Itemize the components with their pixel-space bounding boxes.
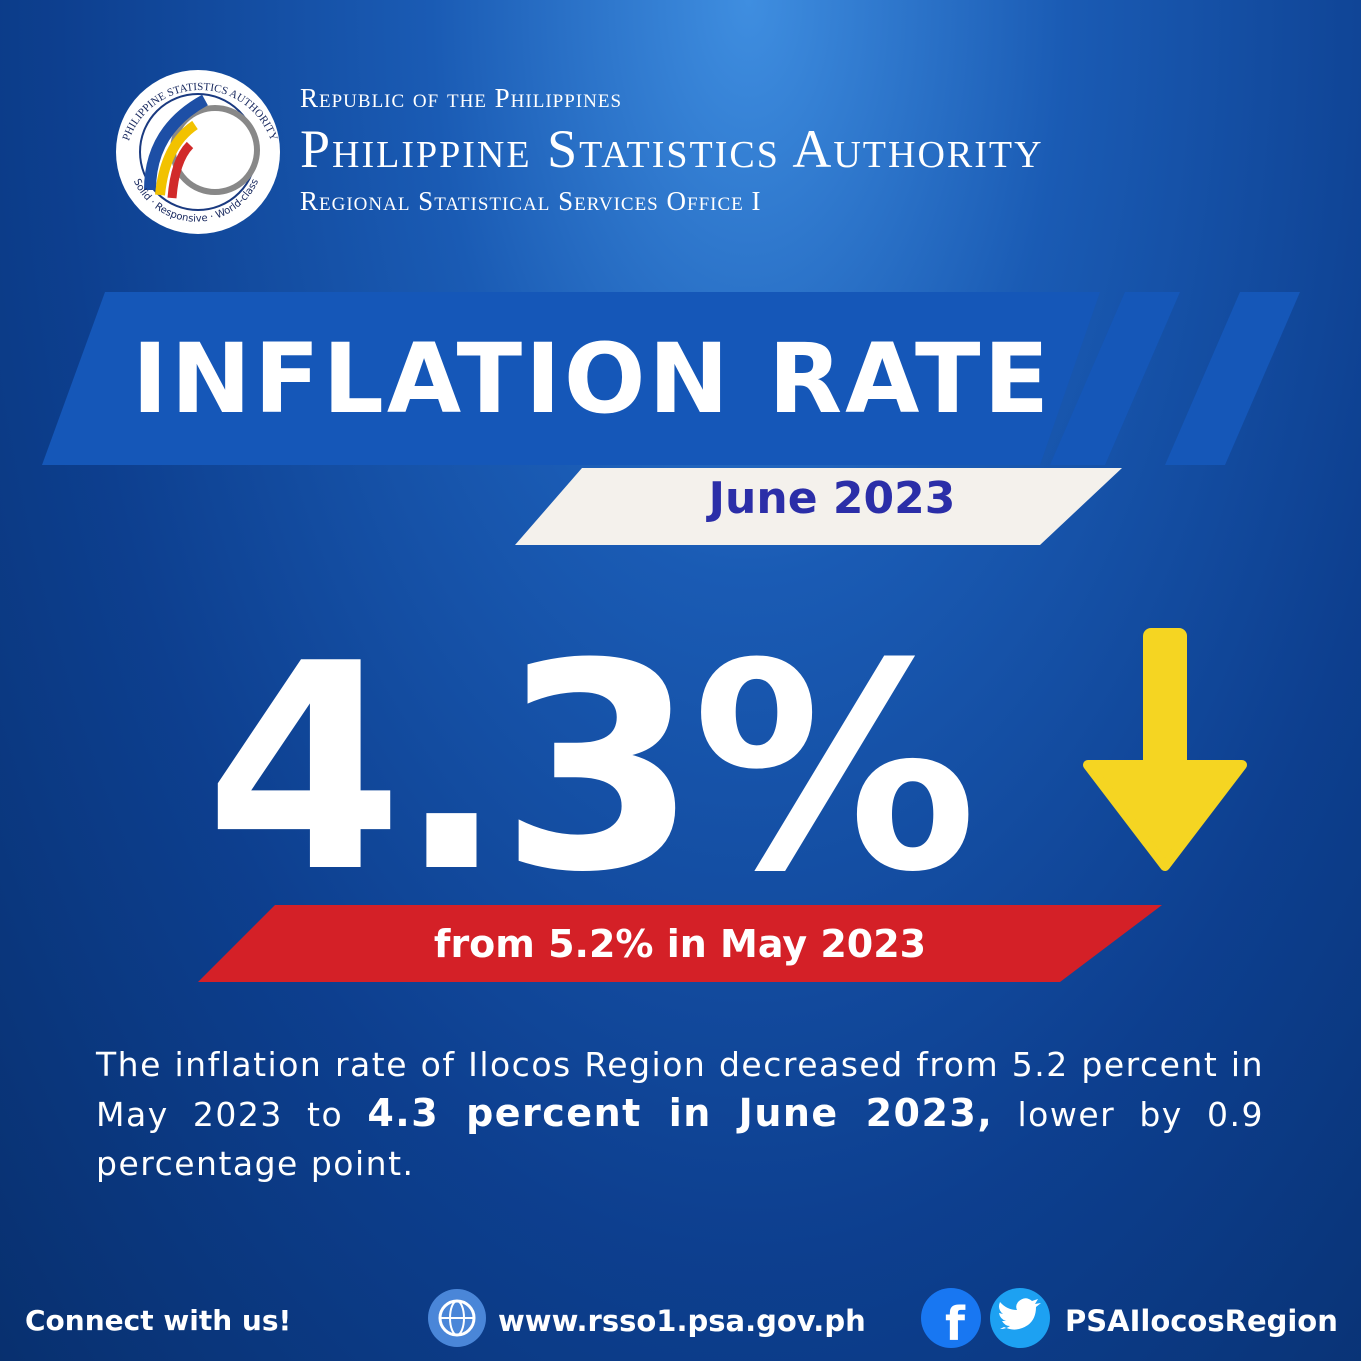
summary-highlight: 4.3 percent in June 2023, [367, 1091, 994, 1135]
logo: PHILIPPINE STATISTICS AUTHORITY Solid · … [116, 70, 280, 234]
period-banner [515, 468, 1122, 545]
social-handle[interactable]: PSAIlocosRegion [1065, 1304, 1338, 1338]
title-banner [42, 292, 1100, 465]
facebook-disc [921, 1288, 981, 1348]
website[interactable]: www.rsso1.psa.gov.ph [498, 1304, 866, 1338]
summary: The inflation rate of Ilocos Region decr… [96, 1040, 1264, 1188]
comparison-banner [198, 905, 1162, 982]
title: INFLATION RATE [132, 323, 1052, 435]
headline: 4.3% [205, 603, 972, 935]
logo-arrow [144, 94, 208, 191]
republic: Republic of the Philippines [300, 83, 622, 113]
comparison: from 5.2% in May 2023 [434, 922, 926, 966]
logo-arrow [155, 120, 198, 196]
summary-text: lower by 0.9 percentage point. [96, 1095, 1264, 1183]
logo-arrow [167, 141, 194, 199]
facebook-icon[interactable]: f [921, 1288, 981, 1351]
arrow-head [1083, 760, 1247, 871]
banner-stripe [1050, 292, 1180, 465]
down-arrow [1083, 628, 1247, 871]
banner-stripe [1165, 292, 1300, 465]
connect: Connect with us! [25, 1304, 291, 1337]
twitter-icon[interactable] [990, 1288, 1050, 1348]
facebook-glyph: f [945, 1297, 966, 1351]
summary-text: The inflation rate of Ilocos Region decr… [96, 1045, 1264, 1134]
twitter-glyph [999, 1298, 1041, 1330]
agency: Philippine Statistics Authority [300, 119, 1044, 179]
period: June 2023 [706, 473, 956, 524]
office: Regional Statistical Services Office I [300, 186, 761, 216]
web-icon[interactable] [428, 1289, 486, 1347]
arrow-stem [1143, 628, 1187, 783]
